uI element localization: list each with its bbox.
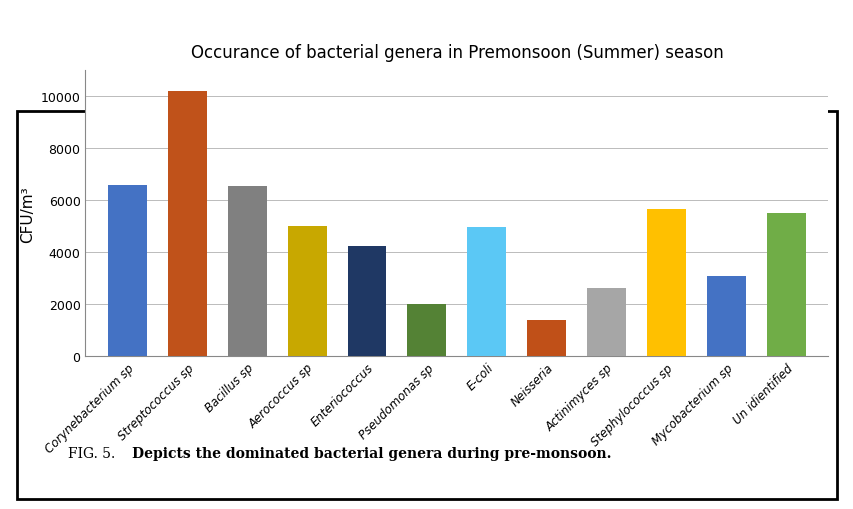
- Bar: [766, 214, 805, 356]
- Bar: [647, 210, 685, 356]
- Bar: [407, 304, 446, 356]
- Text: FIG. 5.: FIG. 5.: [68, 446, 125, 460]
- Y-axis label: CFU/m³: CFU/m³: [20, 185, 35, 242]
- Bar: [167, 92, 206, 356]
- Bar: [467, 228, 506, 356]
- Bar: [587, 289, 625, 356]
- FancyBboxPatch shape: [17, 112, 836, 499]
- Text: Depicts the dominated bacterial genera during pre-monsoon.: Depicts the dominated bacterial genera d…: [132, 446, 611, 460]
- Bar: [526, 320, 566, 356]
- Title: Occurance of bacterial genera in Premonsoon (Summer) season: Occurance of bacterial genera in Premons…: [190, 43, 722, 62]
- Bar: [107, 185, 147, 356]
- Bar: [706, 276, 746, 356]
- Bar: [347, 246, 386, 356]
- Bar: [287, 227, 326, 356]
- Bar: [228, 187, 266, 356]
